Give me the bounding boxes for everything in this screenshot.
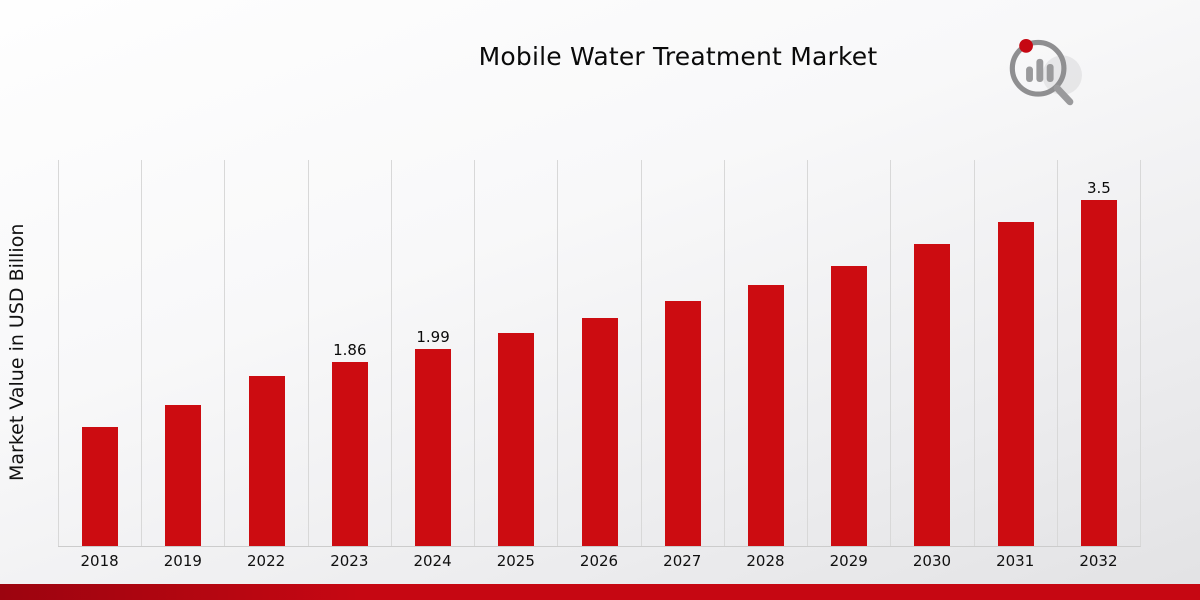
page-title: Mobile Water Treatment Market <box>478 42 878 71</box>
bar-2032 <box>1080 199 1117 546</box>
bar-2019 <box>165 405 202 546</box>
x-axis-labels: 2018 2019 2022 2023 2024 2025 2026 2027 2028 2029… <box>58 552 1140 570</box>
bar-2028 <box>747 284 784 546</box>
bar-2031 <box>997 222 1034 546</box>
analytics-magnifier-icon <box>1009 39 1082 106</box>
plot-column <box>141 160 224 546</box>
bar-2023 <box>331 361 368 546</box>
bar-2026 <box>581 318 618 546</box>
plot-column <box>640 160 724 546</box>
x-tick-label: 2025 <box>496 552 535 570</box>
plot-column: 1.99 <box>390 160 474 546</box>
x-tick-label: 2026 <box>579 552 619 570</box>
x-tick-label: 2018 <box>80 552 119 570</box>
bar-2024 <box>415 349 452 546</box>
x-tick-label: 2027 <box>663 552 702 570</box>
bar-2022 <box>248 375 285 546</box>
plot-column <box>474 160 557 546</box>
bar-value-label: 1.86 <box>333 340 367 359</box>
plot-column <box>973 160 1057 546</box>
bar-2027 <box>664 300 701 546</box>
bar-value-label: 1.99 <box>416 328 450 347</box>
x-tick-label: 2032 <box>1079 552 1118 570</box>
plot-column <box>224 160 307 546</box>
plot-column: 3.5 <box>1056 160 1140 546</box>
bar-2018 <box>82 427 119 546</box>
footer-accent-bar <box>0 584 1200 600</box>
x-tick-label: 2023 <box>330 552 369 570</box>
x-tick-label: 2028 <box>746 552 785 570</box>
x-tick-label: 2022 <box>246 552 286 570</box>
x-tick-label: 2030 <box>912 552 952 570</box>
plot-column <box>723 160 807 546</box>
header: Mobile Water Treatment Market <box>0 42 1200 71</box>
bar-2030 <box>914 244 951 546</box>
plot-column <box>557 160 640 546</box>
x-tick-label: 2024 <box>413 552 452 570</box>
x-tick-label: 2019 <box>163 552 202 570</box>
bar-value-label: 3.5 <box>1087 178 1111 197</box>
plot-column: 1.86 <box>307 160 391 546</box>
plot-column <box>807 160 890 546</box>
plot-area: 1.86 1.99 3.5 <box>58 160 1141 547</box>
brand-logo <box>1002 30 1088 110</box>
plot-column <box>58 160 141 546</box>
x-tick-label: 2029 <box>829 552 868 570</box>
bar-2029 <box>831 265 868 546</box>
plot-column <box>890 160 973 546</box>
y-axis-label: Market Value in USD Billion <box>6 223 28 481</box>
bar-2025 <box>498 333 535 546</box>
x-tick-label: 2031 <box>996 552 1035 570</box>
